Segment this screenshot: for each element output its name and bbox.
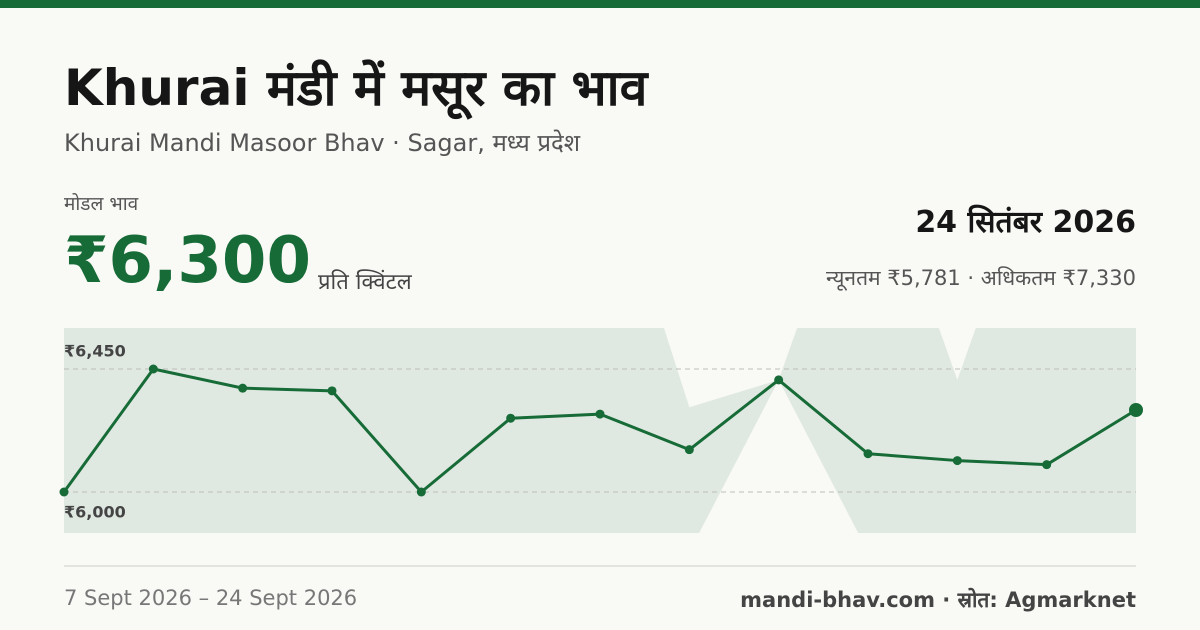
source: mandi-bhav.com · स्रोत: Agmarknet bbox=[740, 588, 1136, 612]
price-point bbox=[416, 487, 426, 497]
price-label: मोडल भाव bbox=[64, 193, 139, 215]
period: 7 Sept 2026 – 24 Sept 2026 bbox=[64, 586, 358, 610]
top-bar bbox=[0, 0, 1200, 8]
price-point bbox=[59, 487, 69, 497]
price-unit: प्रति क्विंटल bbox=[318, 270, 412, 295]
band-group bbox=[64, 328, 1136, 533]
title: Khurai मंडी में मसूर का भाव bbox=[64, 59, 648, 117]
subtitle: Khurai Mandi Masoor Bhav · Sagar, मध्य प… bbox=[64, 129, 581, 157]
y-tick-label: ₹6,450 bbox=[64, 342, 126, 361]
price-point bbox=[1042, 460, 1052, 470]
price-date: 24 सितंबर 2026 bbox=[915, 205, 1136, 240]
price-point bbox=[684, 445, 694, 455]
price-point bbox=[506, 413, 516, 423]
y-tick-label: ₹6,000 bbox=[64, 503, 126, 522]
price-point bbox=[327, 386, 337, 396]
price-value: ₹6,300 bbox=[64, 224, 311, 298]
price-point bbox=[148, 364, 158, 374]
price-point bbox=[1129, 403, 1143, 417]
price-point bbox=[238, 383, 248, 393]
price-range: न्यूनतम ₹5,781 · अधिकतम ₹7,330 bbox=[826, 266, 1136, 290]
range-band bbox=[64, 328, 1136, 533]
price-point bbox=[952, 456, 962, 466]
price-point bbox=[595, 409, 605, 419]
price-point bbox=[863, 449, 873, 459]
price-point bbox=[774, 375, 784, 385]
